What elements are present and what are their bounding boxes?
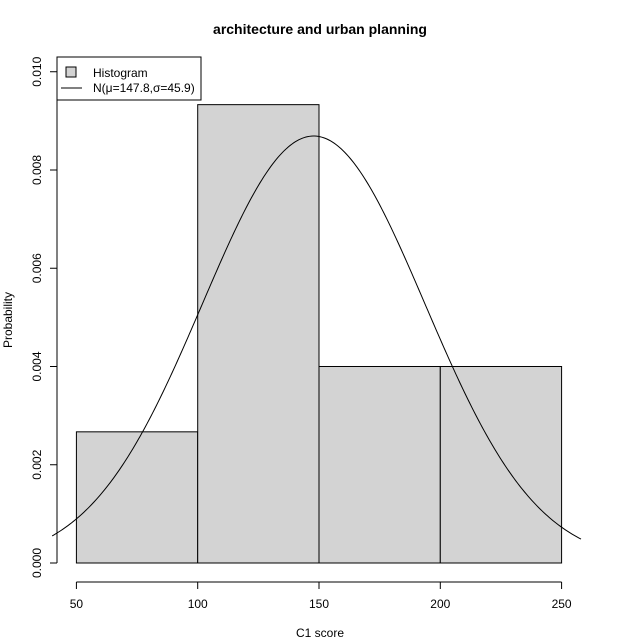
histogram-bar-1 [75, 431, 199, 564]
y-axis: 0.000 0.002 0.004 0.006 0.008 0.010 [30, 56, 58, 578]
x-tick-label: 250 [552, 597, 572, 611]
legend-frame [56, 56, 202, 101]
normal-curve [51, 135, 582, 540]
chart-title: architecture and urban planning [213, 21, 427, 37]
y-tick-label: 0.006 [30, 253, 44, 283]
y-axis-label: Probability [1, 292, 15, 348]
y-tick-label: 0.004 [30, 351, 44, 381]
x-tick-label: 50 [70, 597, 84, 611]
y-tick-label: 0.010 [30, 56, 44, 86]
histogram-bar-4 [439, 365, 563, 564]
histogram-bars [75, 104, 563, 564]
legend-curve-label: N(μ=147.8,σ=45.9) [93, 81, 195, 95]
x-axis: 50 100 150 200 250 [70, 581, 572, 611]
legend-histogram-label: Histogram [93, 66, 148, 80]
x-tick-label: 200 [430, 597, 450, 611]
legend: Histogram N(μ=147.8,σ=45.9) [56, 56, 202, 101]
y-tick-label: 0.002 [30, 449, 44, 479]
histogram-bar-3 [318, 365, 441, 564]
x-tick-label: 100 [188, 597, 208, 611]
x-tick-label: 150 [309, 597, 329, 611]
histogram-bar-2 [197, 104, 320, 564]
y-tick-label: 0.008 [30, 155, 44, 185]
legend-histogram-swatch [65, 66, 77, 78]
y-tick-label: 0.000 [30, 548, 44, 578]
x-axis-label: C1 score [296, 626, 344, 640]
